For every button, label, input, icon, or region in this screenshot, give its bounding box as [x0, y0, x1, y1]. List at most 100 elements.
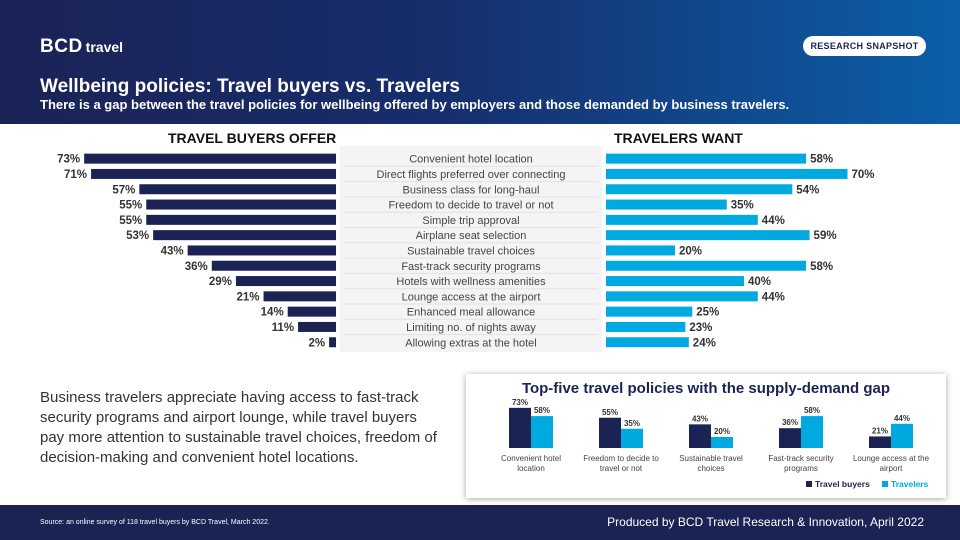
source-note: Source: an online survey of 118 travel b…	[40, 519, 270, 526]
gap-travelers-value: 58%	[804, 406, 820, 415]
logo-bcd-text: BCD	[40, 36, 83, 57]
buyers-bar	[235, 276, 336, 287]
buyers-bar	[146, 214, 336, 225]
travelers-value-label: 58%	[810, 154, 833, 166]
buyers-bar	[211, 260, 336, 271]
gap-category-label: Convenient hotel	[501, 454, 561, 463]
travelers-value-label: 35%	[731, 200, 754, 212]
travelers-bar	[606, 168, 848, 179]
buyers-bar	[139, 184, 336, 195]
travelers-bar	[606, 276, 744, 287]
category-label: Convenient hotel location	[409, 154, 533, 166]
gap-travelers-value: 44%	[894, 414, 910, 423]
gap-category-label: programs	[784, 464, 818, 473]
buyers-value-label: 71%	[64, 169, 87, 181]
travelers-bar	[606, 321, 686, 332]
buyers-bar	[329, 337, 336, 348]
travelers-bar	[606, 337, 689, 348]
gap-buyers-bar	[689, 424, 711, 448]
travelers-value-label: 70%	[852, 169, 875, 181]
gap-buyers-bar	[779, 428, 801, 448]
travelers-bar	[606, 245, 675, 256]
page-title: Wellbeing policies: Travel buyers vs. Tr…	[40, 76, 460, 97]
legend-travelers-swatch	[882, 481, 888, 487]
buyers-value-label: 29%	[209, 276, 232, 288]
travelers-bar	[606, 230, 810, 241]
category-label: Simple trip approval	[422, 215, 519, 227]
buyers-value-label: 55%	[119, 215, 142, 227]
buyers-value-label: 36%	[185, 261, 208, 273]
gap-category-label: Sustainable travel	[679, 454, 743, 463]
gap-buyers-bar	[509, 407, 531, 448]
legend-buyers-swatch	[806, 481, 812, 487]
butterfly-bar-chart: 73% 58% Convenient hotel location 71% 70% Dir…	[57, 146, 875, 352]
category-label: Hotels with wellness amenities	[396, 276, 546, 288]
gap-category-label: Fast-track security	[768, 454, 833, 463]
gap-travelers-value: 20%	[714, 427, 730, 436]
gap-travelers-bar	[621, 428, 643, 448]
gap-buyers-bar	[869, 436, 891, 448]
gap-travelers-bar	[531, 416, 553, 448]
gap-travelers-value: 58%	[534, 406, 550, 415]
category-label: Fast-track security programs	[401, 261, 541, 273]
gap-category-label: travel or not	[600, 464, 643, 473]
travelers-column-heading: TRAVELERS WANT	[614, 130, 743, 146]
buyers-value-label: 55%	[119, 200, 142, 212]
buyers-value-label: 73%	[57, 154, 80, 166]
gap-category-label: choices	[697, 464, 724, 473]
category-label: Direct flights preferred over connecting	[377, 169, 566, 181]
gap-buyers-value: 21%	[872, 426, 888, 435]
category-label-band	[340, 146, 602, 352]
gap-travelers-bar	[801, 416, 823, 448]
gap-category-label: Freedom to decide to	[583, 454, 659, 463]
buyers-bar	[187, 245, 336, 256]
travelers-value-label: 44%	[762, 215, 785, 227]
travelers-value-label: 59%	[814, 230, 837, 242]
travelers-value-label: 54%	[796, 184, 819, 196]
gap-buyers-value: 43%	[692, 414, 708, 423]
buyers-column-heading: TRAVEL BUYERS OFFER	[168, 130, 337, 146]
buyers-bar	[263, 291, 336, 302]
category-label: Freedom to decide to travel or not	[388, 200, 553, 212]
top-five-chart-title: Top-five travel policies with the supply…	[521, 380, 891, 397]
travelers-bar	[606, 306, 693, 317]
gap-category-label: Lounge access at the	[853, 454, 930, 463]
produced-by-credit: Produced by BCD Travel Research & Innova…	[607, 515, 924, 529]
buyers-bar	[287, 306, 336, 317]
gap-buyers-value: 73%	[512, 398, 528, 407]
travelers-bar	[606, 291, 758, 302]
travelers-bar	[606, 184, 793, 195]
buyers-bar	[91, 168, 336, 179]
gap-buyers-bar	[599, 417, 621, 448]
travelers-value-label: 40%	[748, 276, 771, 288]
category-label: Limiting no. of nights away	[406, 322, 536, 334]
buyers-bar	[146, 199, 336, 210]
buyers-value-label: 57%	[112, 184, 135, 196]
gap-buyers-value: 36%	[782, 418, 798, 427]
buyers-value-label: 21%	[237, 291, 260, 303]
category-label: Airplane seat selection	[416, 230, 527, 242]
travelers-value-label: 24%	[693, 337, 716, 349]
buyers-value-label: 2%	[308, 337, 325, 349]
research-snapshot-badge: RESEARCH SNAPSHOT	[803, 36, 926, 56]
travelers-value-label: 20%	[679, 245, 702, 257]
gap-travelers-bar	[891, 423, 913, 448]
travelers-value-label: 58%	[810, 261, 833, 273]
summary-paragraph: Business travelers appreciate having acc…	[40, 389, 437, 466]
bcd-travel-logo: BCD travel	[40, 36, 123, 58]
gap-buyers-value: 55%	[602, 408, 618, 417]
travelers-bar	[606, 260, 807, 271]
buyers-bar	[153, 230, 336, 241]
legend-buyers-label: Travel buyers	[815, 479, 870, 489]
gap-travelers-value: 35%	[624, 419, 640, 428]
buyers-value-label: 14%	[261, 307, 284, 319]
travelers-value-label: 44%	[762, 291, 785, 303]
travelers-bar	[606, 214, 758, 225]
gap-category-label: airport	[880, 464, 903, 473]
header-banner: BCD travel RESEARCH SNAPSHOT Wellbeing p…	[0, 0, 960, 124]
buyers-bar	[84, 153, 337, 164]
category-label: Sustainable travel choices	[407, 245, 535, 257]
travelers-bar	[606, 199, 727, 210]
travelers-value-label: 23%	[689, 322, 712, 334]
